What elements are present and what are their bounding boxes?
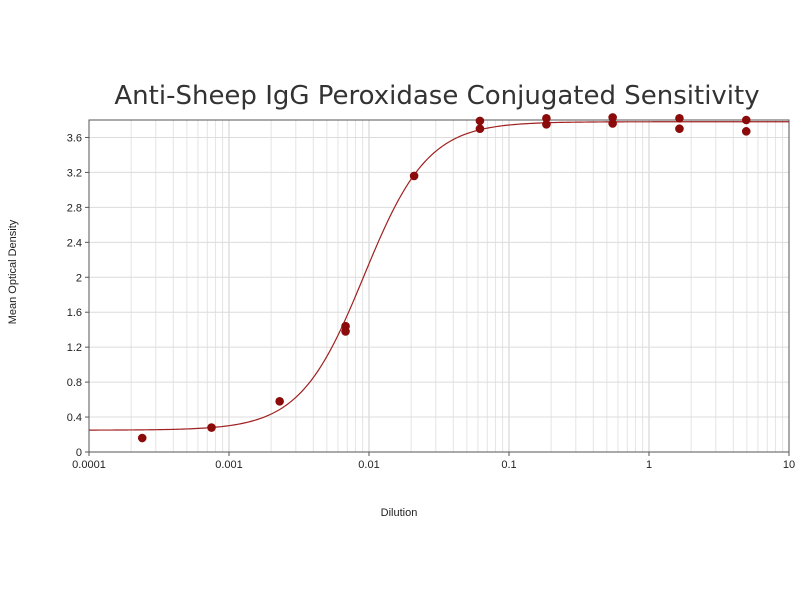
data-point (741, 127, 751, 136)
data-point (409, 171, 419, 181)
x-axis-ticks: 0.0001 0.001 0.01 0.1 1 10 (72, 452, 795, 471)
data-point (608, 113, 617, 122)
data-point (675, 124, 684, 134)
x-tick-label: 10 (783, 459, 795, 471)
data-point (137, 433, 147, 443)
data-point (542, 113, 551, 123)
y-axis-ticks: 0 0.4 0.8 1.2 1.6 2 2.4 2.8 3.2 3.6 (67, 132, 89, 459)
data-point (207, 423, 216, 432)
y-tick-label: 2.8 (67, 202, 82, 214)
y-tick-label: 0.8 (67, 377, 82, 389)
grid (89, 120, 789, 452)
y-tick-label: 3.2 (67, 167, 82, 179)
data-point (741, 115, 751, 125)
data-point (675, 113, 684, 123)
x-tick-label: 0.0001 (72, 459, 106, 471)
chart-title: Anti-Sheep IgG Peroxidase Conjugated Sen… (114, 81, 759, 111)
y-tick-label: 1.6 (67, 307, 82, 319)
data-point (275, 397, 284, 406)
y-tick-label: 0 (76, 447, 82, 459)
y-tick-label: 2.4 (67, 237, 82, 249)
y-tick-label: 3.6 (67, 132, 82, 144)
y-axis-label: Mean Optical Density (7, 219, 19, 324)
y-tick-label: 2 (76, 272, 82, 284)
data-point (475, 116, 485, 126)
x-tick-label: 0.001 (215, 459, 243, 471)
fit-curve (89, 121, 789, 431)
data-point (542, 120, 551, 129)
x-tick-label: 1 (646, 459, 652, 471)
x-tick-label: 0.01 (358, 459, 379, 471)
data-point (475, 124, 485, 134)
data-point (341, 321, 350, 331)
data-point (608, 119, 617, 128)
y-tick-label: 0.4 (67, 412, 82, 424)
x-tick-label: 0.1 (501, 459, 516, 471)
plot-area (88, 119, 790, 453)
data-points (137, 113, 751, 443)
x-axis-label: Dilution (381, 507, 418, 519)
y-tick-label: 1.2 (67, 342, 82, 354)
